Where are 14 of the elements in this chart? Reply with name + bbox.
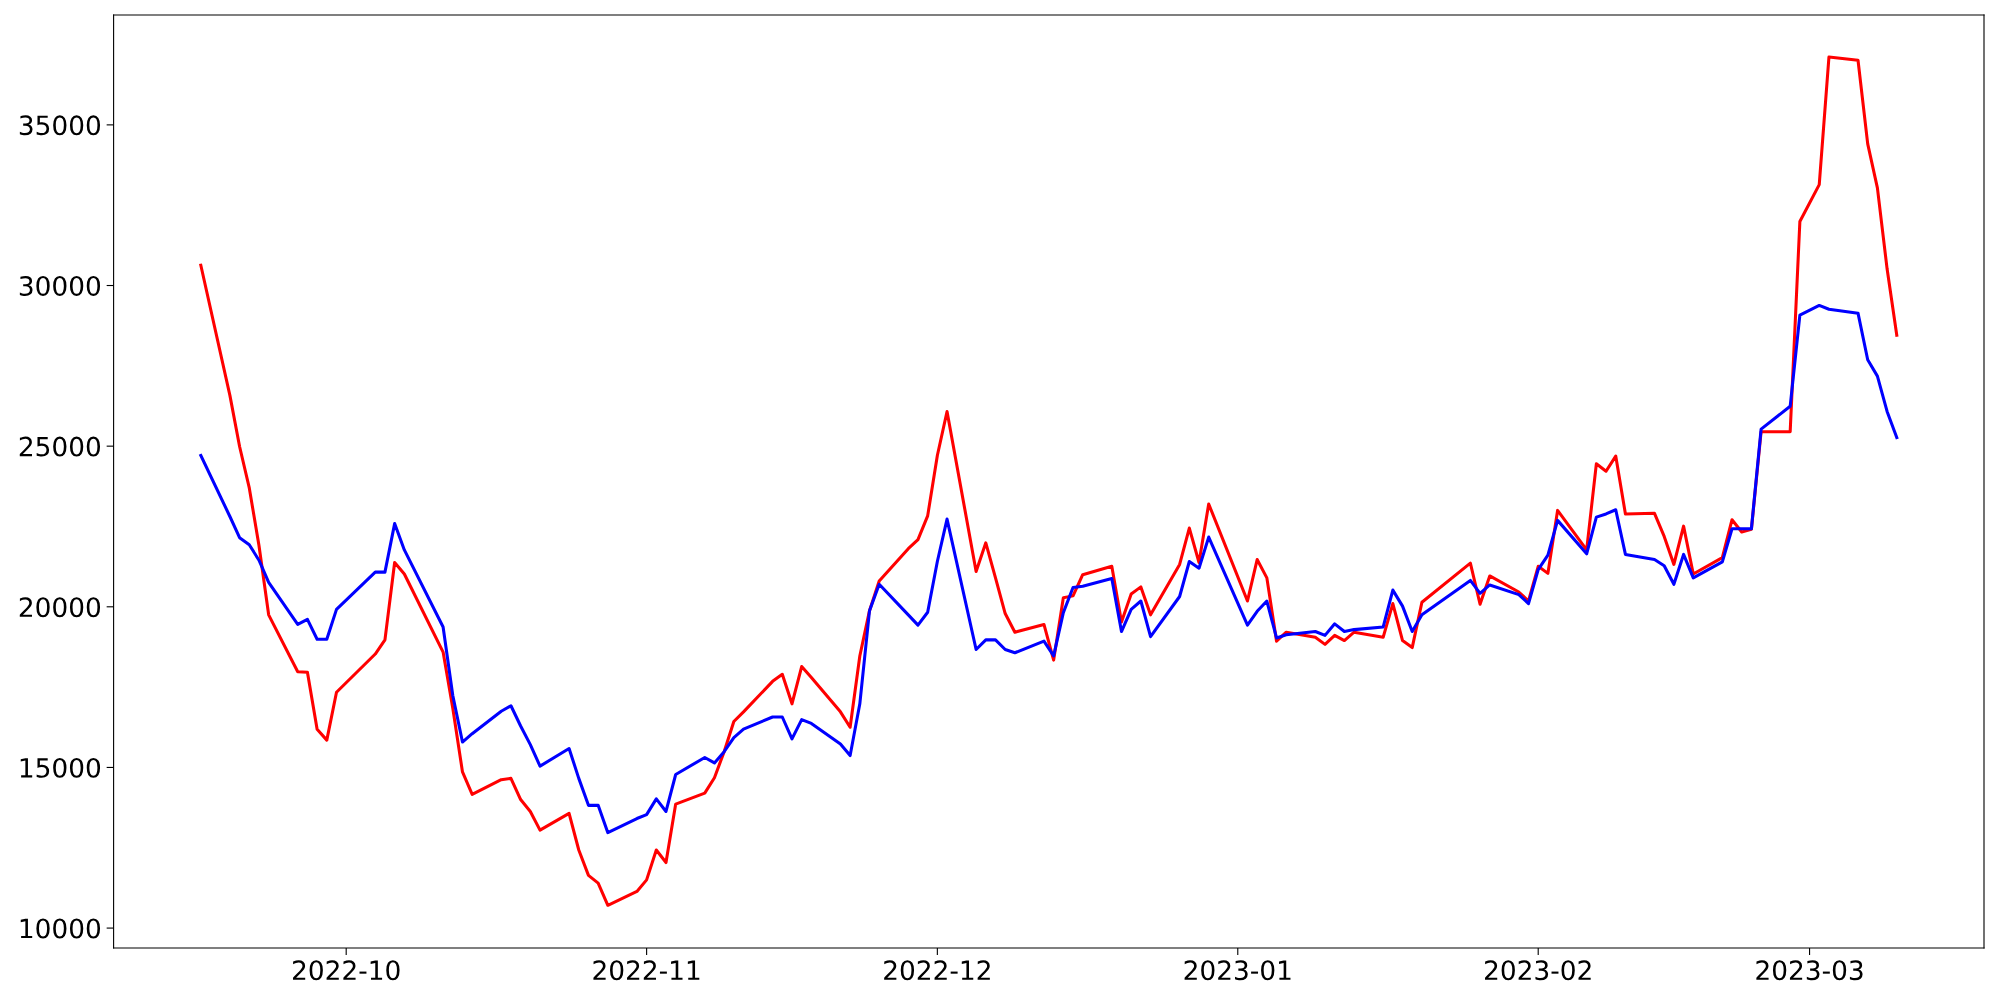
x-tick-label: 2022-11 bbox=[593, 960, 700, 981]
x-tick-label: 2022-12 bbox=[884, 960, 990, 981]
x-tick-label: 2023-03 bbox=[1756, 960, 1863, 981]
y-tick-label: 15000 bbox=[20, 757, 101, 778]
y-tick-label: 25000 bbox=[19, 436, 101, 457]
y-tick-label: 20000 bbox=[19, 597, 101, 618]
x-tick-label: 2023-01 bbox=[1184, 960, 1291, 981]
x-tick-label: 2023-02 bbox=[1485, 960, 1591, 981]
y-tick-label: 35000 bbox=[19, 115, 101, 136]
line-series bbox=[199, 55, 1899, 907]
y-tick-label: 10000 bbox=[20, 918, 101, 939]
x-tick-label: 2022-10 bbox=[292, 960, 400, 981]
y-tick-label: 30000 bbox=[19, 275, 101, 296]
line-series bbox=[199, 303, 1899, 835]
